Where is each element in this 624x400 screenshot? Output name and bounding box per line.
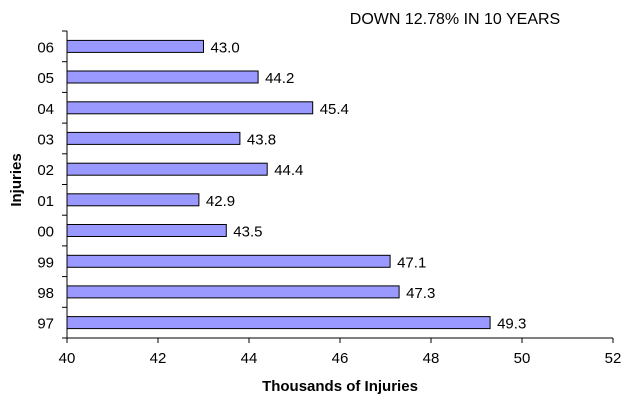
chart-annotation: DOWN 12.78% IN 10 YEARS: [350, 11, 560, 28]
x-tick-label-52: 52: [605, 350, 622, 367]
bar-06: [66, 39, 204, 53]
x-tick-label-50: 50: [514, 350, 531, 367]
y-tick-label-06: 06: [37, 39, 54, 56]
bar-04: [66, 101, 314, 115]
data-label-02: 44.4: [274, 162, 303, 179]
data-label-01: 42.9: [206, 193, 235, 210]
y-tick-label-99: 99: [37, 254, 54, 271]
y-tick-label-03: 03: [37, 131, 54, 148]
bar-01: [66, 193, 200, 207]
bar-98: [66, 285, 400, 299]
y-tick-label-97: 97: [37, 316, 54, 333]
data-label-04: 45.4: [320, 101, 349, 118]
bar-03: [66, 131, 241, 145]
bar-99: [66, 254, 391, 268]
y-tick-label-04: 04: [37, 101, 54, 118]
bar-97: [66, 316, 491, 330]
data-label-06: 43.0: [211, 39, 240, 56]
data-label-00: 43.5: [233, 224, 262, 241]
bars-group: 43.0 44.2 45.4 43.8 44.4 42.9 43.5 47.1 47.3 49.3: [66, 39, 526, 333]
bar-00: [66, 224, 227, 237]
data-label-98: 47.3: [406, 285, 435, 302]
data-label-03: 43.8: [247, 131, 276, 148]
data-label-99: 47.1: [397, 254, 426, 271]
y-tick-label-98: 98: [37, 285, 54, 302]
y-tick-label-05: 05: [37, 70, 54, 87]
bar-05: [66, 70, 259, 84]
data-label-97: 49.3: [497, 316, 526, 333]
x-tick-label-42: 42: [150, 350, 167, 367]
x-tick-label-40: 40: [59, 350, 76, 367]
y-axis-title: Injuries: [8, 153, 25, 206]
x-tick-label-48: 48: [423, 350, 440, 367]
bar-02: [66, 162, 268, 176]
x-tick-label-46: 46: [332, 350, 349, 367]
y-tick-label-02: 02: [37, 162, 54, 179]
data-label-05: 44.2: [265, 70, 294, 87]
y-tick-label-00: 00: [37, 224, 54, 241]
x-axis-title: Thousands of Injuries: [262, 378, 418, 395]
x-tick-label-44: 44: [241, 350, 258, 367]
axes-group: 06 05 04 03 02 01 00 99 98 97 40 42 44 46 48 50 52: [37, 30, 622, 367]
y-tick-label-01: 01: [37, 193, 54, 210]
